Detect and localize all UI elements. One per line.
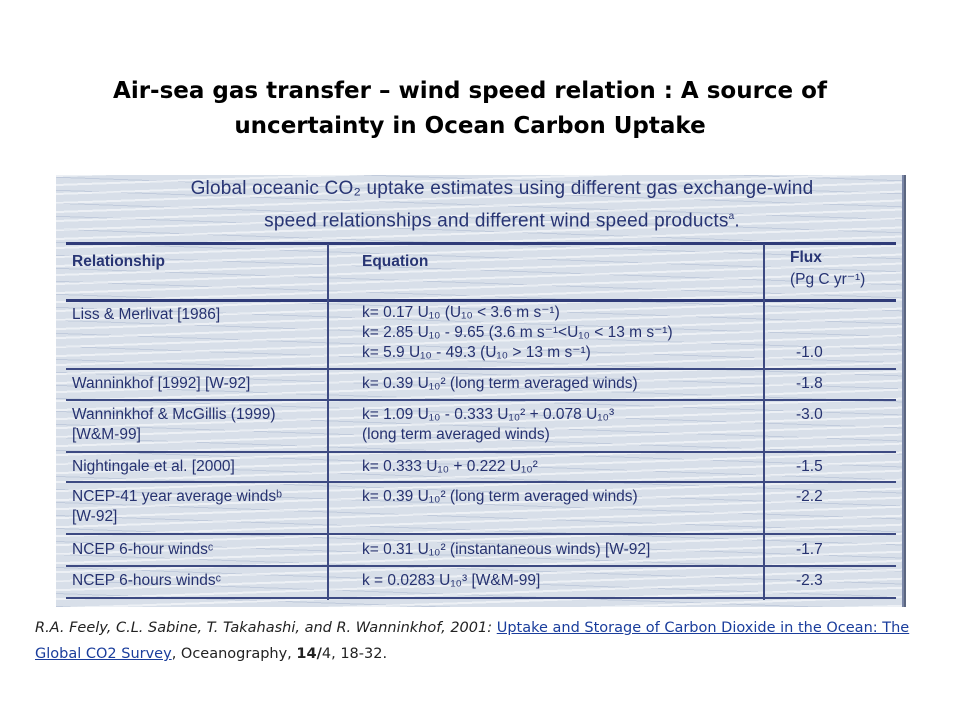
- citation-volume: 14/: [296, 646, 322, 662]
- slide-title-line-1: Air-sea gas transfer – wind speed relati…: [113, 78, 827, 104]
- scan-shadow: [904, 175, 906, 607]
- row-6-flux: -1.7: [796, 541, 823, 558]
- row-3-equation-line-2: (long term averaged winds): [362, 426, 550, 443]
- row-1-rule: [66, 368, 896, 370]
- row-2-flux: -1.8: [796, 375, 823, 392]
- row-7-relationship: NCEP 6-hours windsᶜ: [72, 572, 222, 589]
- row-5-flux: -2.2: [796, 488, 823, 505]
- row-5-equation: k= 0.39 U₁₀² (long term averaged winds): [362, 488, 638, 505]
- row-3-relationship-line-2: [W&M-99]: [72, 426, 141, 443]
- row-2-equation: k= 0.39 U₁₀² (long term averaged winds): [362, 375, 638, 392]
- citation: R.A. Feely, C.L. Sabine, T. Takahashi, a…: [35, 615, 935, 667]
- row-5-rule: [66, 533, 896, 535]
- scan-edge: [902, 175, 904, 607]
- row-1-relationship: Liss & Merlivat [1986]: [72, 306, 221, 323]
- row-7-rule: [66, 597, 896, 599]
- citation-journal: , Oceanography,: [171, 646, 297, 662]
- column-divider-1: [327, 244, 329, 600]
- row-4-relationship: Nightingale et al. [2000]: [72, 458, 235, 475]
- row-6-relationship: NCEP 6-hour windsᶜ: [72, 541, 214, 558]
- row-3-equation-line-1: k= 1.09 U₁₀ - 0.333 U₁₀² + 0.078 U₁₀³: [362, 406, 615, 423]
- row-7-flux: -2.3: [796, 572, 823, 589]
- header-relationship: Relationship: [72, 253, 166, 270]
- row-3-relationship-line-1: Wanninkhof & McGillis (1999): [72, 406, 276, 423]
- citation-link[interactable]: Uptake and Storage of Carbon Dioxide in …: [35, 620, 910, 662]
- row-3-rule: [66, 451, 896, 453]
- row-5-relationship-line-2: [W-92]: [72, 508, 118, 525]
- row-5-relationship-line-1: NCEP-41 year average windsᵇ: [72, 488, 283, 505]
- header-flux: Flux: [790, 249, 822, 266]
- table-top-rule: [66, 242, 896, 245]
- header-equation: Equation: [362, 253, 429, 270]
- header-flux-units: (Pg C yr⁻¹): [790, 271, 866, 288]
- scanned-table-image: Global oceanic CO₂ uptake estimates usin…: [56, 175, 906, 607]
- row-3-flux: -3.0: [796, 406, 823, 423]
- column-divider-2: [763, 244, 765, 600]
- slide-title-line-2: uncertainty in Ocean Carbon Uptake: [234, 113, 706, 139]
- row-2-rule: [66, 399, 896, 401]
- table-header-rule: [66, 299, 896, 302]
- row-4-equation: k= 0.333 U₁₀ + 0.222 U₁₀²: [362, 458, 538, 475]
- slide-title: Air-sea gas transfer – wind speed relati…: [60, 74, 880, 144]
- row-7-equation: k = 0.0283 U₁₀³ [W&M-99]: [362, 572, 541, 589]
- row-1-flux: -1.0: [796, 344, 823, 361]
- row-6-equation: k= 0.31 U₁₀² (instantaneous winds) [W-92…: [362, 541, 651, 558]
- citation-authors: R.A. Feely, C.L. Sabine, T. Takahashi, a…: [35, 620, 497, 636]
- row-1-equation-line-1: k= 0.17 U₁₀ (U₁₀ < 3.6 m s⁻¹): [362, 304, 560, 321]
- row-4-flux: -1.5: [796, 458, 823, 475]
- table-caption-footnote-mark: a: [728, 211, 735, 222]
- table-caption-line-2: speed relationships and different wind s…: [264, 210, 729, 232]
- row-6-rule: [66, 565, 896, 567]
- row-4-rule: [66, 481, 896, 483]
- table-caption-line-1: Global oceanic CO₂ uptake estimates usin…: [190, 178, 814, 199]
- citation-pages: 4, 18-32.: [321, 646, 388, 662]
- row-1-equation-line-2: k= 2.85 U₁₀ - 9.65 (3.6 m s⁻¹<U₁₀ < 13 m…: [362, 324, 673, 341]
- table-caption: Global oceanic CO₂ uptake estimates usin…: [152, 175, 852, 235]
- row-2-relationship: Wanninkhof [1992] [W-92]: [72, 375, 251, 392]
- row-1-equation-line-3: k= 5.9 U₁₀ - 49.3 (U₁₀ > 13 m s⁻¹): [362, 344, 591, 361]
